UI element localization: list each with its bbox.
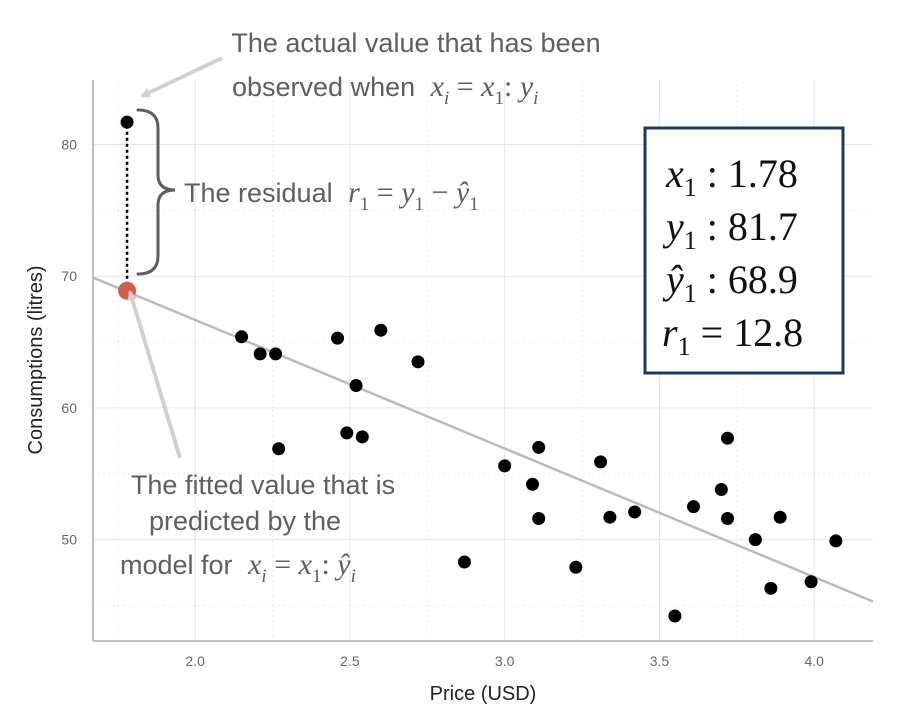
fitted-annotation-line3: model for xi = x1: ŷi (120, 548, 356, 587)
data-point (721, 431, 735, 445)
data-point (457, 555, 471, 569)
data-point (721, 512, 735, 526)
data-point (804, 575, 818, 589)
y-tick-label: 60 (61, 400, 77, 416)
observed-annotation-line2: observed when xi = x1: yi (232, 70, 538, 109)
observed-arrow (140, 56, 223, 98)
data-point (120, 115, 134, 129)
y-tick-label: 70 (61, 268, 77, 284)
residual-annotation: The residual r1 = y1 − ŷ1 (184, 176, 479, 215)
data-point (773, 510, 787, 524)
info-box-rows: x1 : 1.78 y1 : 81.7 ŷ1 : 68.9 r1 = 12.8 (662, 151, 803, 361)
data-point (748, 533, 762, 547)
x-tick-label: 4.0 (804, 653, 824, 669)
data-point (340, 426, 354, 440)
data-point (235, 330, 249, 344)
y-axis-title: Consumptions (litres) (25, 266, 47, 455)
data-point (628, 505, 642, 519)
residual-brace (136, 108, 176, 276)
data-point (355, 430, 369, 444)
data-point (594, 455, 608, 469)
observed-annotation-line1: The actual value that has been (231, 28, 600, 58)
data-point (714, 483, 728, 497)
data-point (349, 379, 363, 393)
y-tick-label: 80 (61, 137, 77, 153)
x-tick-label: 2.0 (185, 653, 205, 669)
data-point (532, 512, 546, 526)
fitted-annotation-line1: The fitted value that is (131, 470, 395, 500)
data-point (764, 581, 778, 595)
info-row-yhat1: ŷ1 : 68.9 (662, 257, 798, 308)
info-row-y1: y1 : 81.7 (662, 204, 798, 255)
data-point (569, 560, 583, 574)
data-point (253, 347, 267, 361)
data-point (269, 347, 283, 361)
x-tick-label: 3.5 (650, 653, 670, 669)
data-point (374, 323, 388, 337)
fitted-annotation-line2: predicted by the (149, 506, 341, 536)
y-tick-label: 50 (61, 532, 77, 548)
regression-line (92, 276, 874, 603)
axes (92, 80, 873, 642)
tick-labels: 2.0 2.5 3.0 3.5 4.0 50 60 70 80 (61, 137, 824, 669)
x-tick-label: 3.0 (495, 653, 515, 669)
x-tick-label: 2.5 (340, 653, 360, 669)
data-point (272, 442, 286, 456)
info-row-x1: x1 : 1.78 (665, 151, 798, 202)
data-point (498, 459, 512, 473)
info-box (643, 126, 845, 375)
data-points (120, 115, 843, 623)
fitted-arrow (127, 290, 182, 459)
data-point (331, 331, 345, 345)
x-axis-title: Price (USD) (430, 683, 537, 705)
data-point (829, 534, 843, 548)
data-point (668, 609, 682, 623)
data-point (526, 477, 540, 491)
data-point (532, 440, 546, 454)
data-point (603, 510, 617, 524)
data-point (686, 500, 700, 514)
info-row-r1: r1 = 12.8 (662, 310, 803, 361)
data-point (411, 355, 425, 369)
